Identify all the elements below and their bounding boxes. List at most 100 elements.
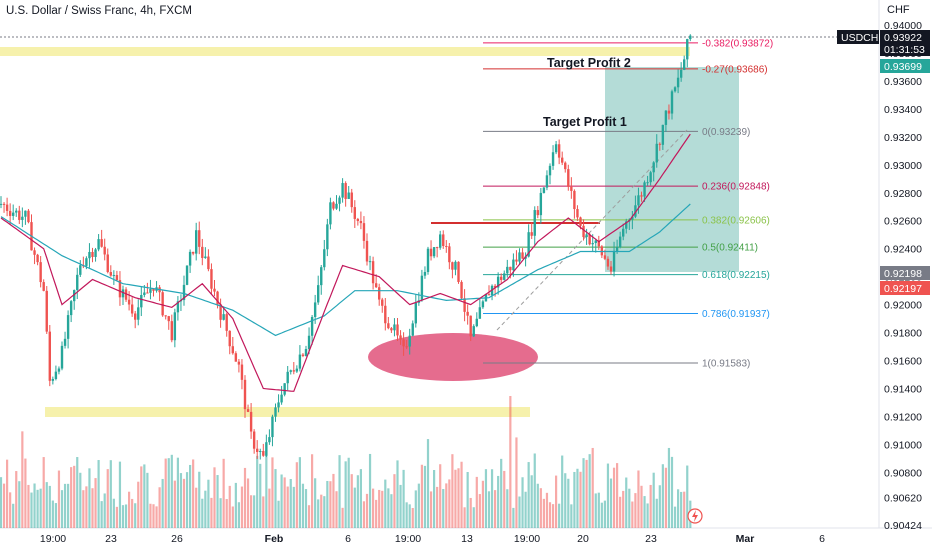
volume-bar [658,485,661,528]
volume-bar [414,490,417,528]
candle-body [231,346,234,354]
volume-bar [548,502,552,528]
resistance-zone[interactable] [0,47,690,56]
candle-body [579,217,582,226]
volume-bar [216,475,219,528]
time-tick-label: 20 [577,533,589,545]
trend-line[interactable] [496,129,688,331]
volume-bar [243,467,247,528]
candle-body [36,254,39,263]
volume-bar [155,506,158,528]
candle-body [548,165,552,176]
candle-body [509,266,512,271]
volume-bar [289,478,292,528]
candle-body [201,246,204,258]
candle-body [298,354,302,369]
candle-body [634,205,637,217]
candle-body [237,361,241,365]
candle-body [503,273,506,280]
volume-bar [91,488,94,528]
volume-bar [609,478,613,528]
volume-bar [463,507,466,528]
candle-body [405,346,408,348]
candle-body [496,276,500,288]
volume-bar [76,457,79,528]
volume-bar [359,469,362,528]
volume-bar [161,478,164,528]
volume-bar [277,500,280,528]
volume-bar [393,474,396,528]
volume-bar [634,493,637,528]
candle-body [567,169,570,187]
volume-bar [503,470,506,528]
volume-bar [280,474,283,528]
volume-bar [585,459,588,528]
volume-bar [67,483,70,528]
candle-body [286,371,289,384]
volume-bar [442,489,445,528]
candle-body [42,282,45,291]
candle-body [600,246,604,256]
candle-body [588,234,591,245]
candle-body [387,323,390,329]
candle-body [423,271,427,276]
volume-bar [533,453,536,528]
volume-bar [594,493,597,528]
price-tick-label: 0.93400 [884,104,922,116]
ma-fast-line [0,133,691,392]
double-bottom-ellipse[interactable] [368,333,538,381]
volume-bar [271,457,274,528]
volume-bar [622,490,625,528]
candle-body [18,210,21,220]
candle-body [118,280,122,298]
candle-body [185,265,189,285]
candle-body [539,192,543,216]
candle-body [365,240,369,262]
candle-body [451,262,454,270]
symbol-badge [837,30,879,44]
volume-bar [207,479,210,528]
volume-bar [240,486,244,528]
support-zone[interactable] [45,407,530,417]
candle-body [188,251,192,266]
time-axis[interactable]: 19:00 23 26 Feb 6 19:00 13 19:00 20 23 Mar 6 [40,533,825,545]
volume-bar [152,504,155,528]
candle-body [426,248,430,272]
candle-body [33,250,36,255]
candle-body [420,275,424,301]
candle-body [429,248,433,257]
volume-bar [640,485,643,528]
volume-bar [204,490,207,528]
candle-body [304,348,308,356]
volume-bar [390,494,393,528]
time-tick-label: 6 [345,533,351,545]
candle-body [0,203,3,205]
volume-bar [600,502,603,528]
ma-fast-badge [880,59,930,73]
candle-body [625,221,628,229]
volume-bar [262,496,265,528]
candle-body [320,267,323,286]
volume-bar [429,491,433,528]
candle-body [240,364,244,380]
candle-body [384,305,387,324]
volume-bar [680,491,683,528]
volume-bar [2,483,6,528]
volume-bar [335,491,338,528]
price-tick-label: 0.90800 [884,467,922,479]
candle-body [362,223,366,241]
price-tick-label: 0.91000 [884,439,922,451]
candle-body [317,285,320,303]
volume-bar [530,475,533,528]
volume-bar [445,483,448,528]
candle-body [60,345,64,369]
candle-body [216,291,219,305]
volume-bar [118,461,122,528]
candle-body [268,437,271,443]
fibonacci-retracement[interactable]: -0.382(0.93872) -0.27(0.93686) 0(0.93239) 0… [483,38,773,369]
volume-bar [0,477,3,528]
volume-bar [646,503,649,528]
volume-bar [314,478,317,528]
candle-body [381,299,384,306]
